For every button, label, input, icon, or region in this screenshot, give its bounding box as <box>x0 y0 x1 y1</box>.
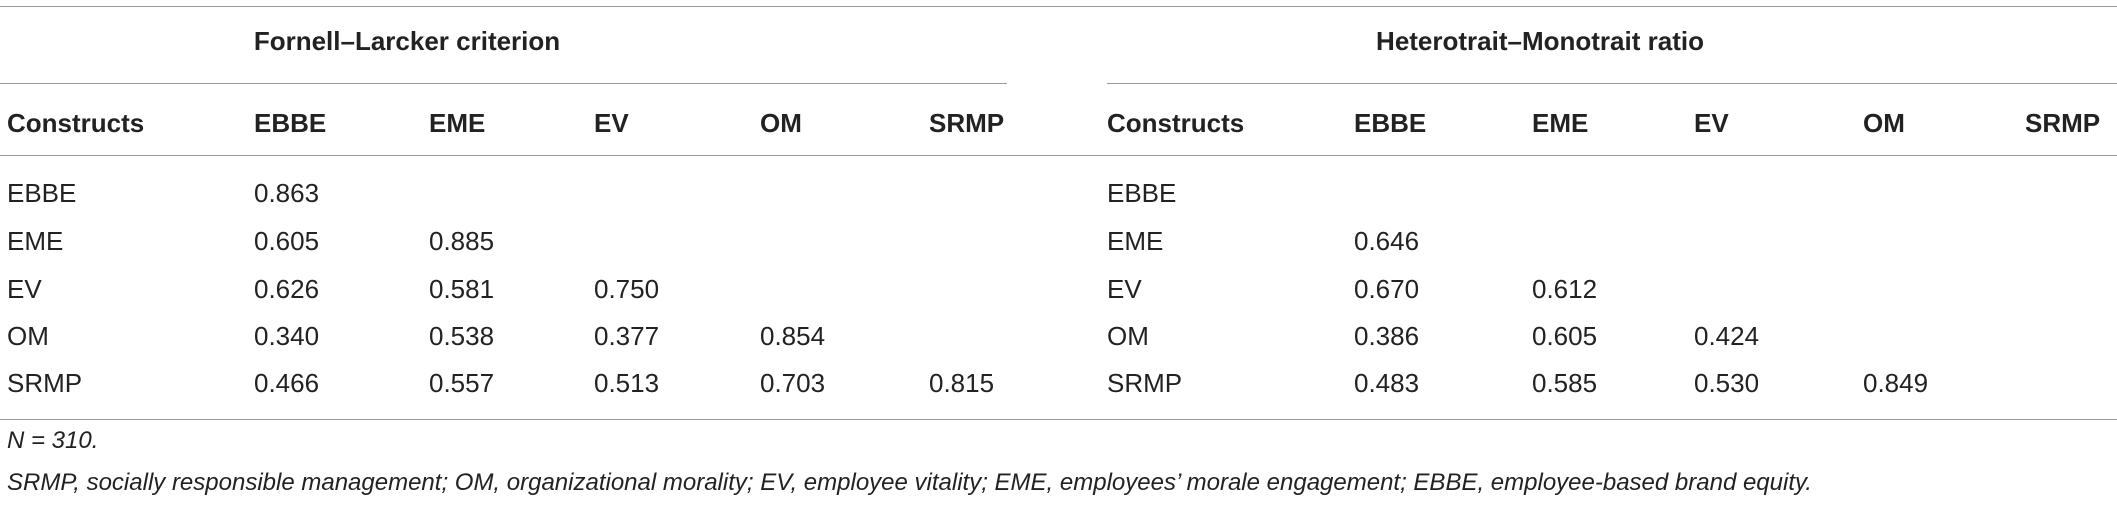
cell: 0.557 <box>429 368 495 398</box>
cell: 0.885 <box>429 226 495 256</box>
cell: 0.424 <box>1694 321 1760 351</box>
column-header: EBBE <box>254 108 327 138</box>
row-label: EBBE <box>1107 178 1177 208</box>
column-header: EBBE <box>1354 108 1427 138</box>
cell: 0.538 <box>429 321 495 351</box>
column-header: Constructs <box>1107 108 1245 138</box>
row-label: SRMP <box>1107 368 1183 398</box>
column-header: SRMP <box>2025 108 2101 138</box>
rule <box>0 6 2117 7</box>
group-title: Heterotrait–Monotrait ratio <box>1376 26 1704 56</box>
cell: 0.340 <box>254 321 320 351</box>
cell: 0.815 <box>929 368 995 398</box>
cell: 0.513 <box>594 368 660 398</box>
cell: 0.750 <box>594 274 660 304</box>
row-label: OM <box>1107 321 1149 351</box>
cell: 0.605 <box>254 226 320 256</box>
group-title: Fornell–Larcker criterion <box>253 26 561 56</box>
cell: 0.466 <box>254 368 320 398</box>
cell: 0.377 <box>594 321 660 351</box>
rule <box>0 419 2117 420</box>
cell: 0.703 <box>760 368 826 398</box>
rule <box>0 155 2117 156</box>
cell: 0.605 <box>1532 321 1598 351</box>
rule <box>1107 83 2117 84</box>
column-header: EME <box>1532 108 1589 138</box>
cell: 0.581 <box>429 274 495 304</box>
cell: 0.530 <box>1694 368 1760 398</box>
cell: 0.386 <box>1354 321 1420 351</box>
cell: 0.585 <box>1532 368 1598 398</box>
note: SRMP, socially responsible management; O… <box>7 469 1812 496</box>
cell: 0.670 <box>1354 274 1420 304</box>
column-header: SRMP <box>929 108 1005 138</box>
row-label: OM <box>7 321 49 351</box>
row-label: EV <box>1107 274 1142 304</box>
rule <box>0 83 1007 84</box>
cell: 0.849 <box>1863 368 1929 398</box>
row-label: EME <box>1107 226 1164 256</box>
row-label: SRMP <box>7 368 83 398</box>
column-header: OM <box>1863 108 1905 138</box>
column-header: EV <box>594 108 629 138</box>
cell: 0.483 <box>1354 368 1420 398</box>
column-header: OM <box>760 108 802 138</box>
cell: 0.863 <box>254 178 320 208</box>
note: N = 310. <box>7 427 99 454</box>
cell: 0.646 <box>1354 226 1420 256</box>
column-header: Constructs <box>7 108 145 138</box>
cell: 0.854 <box>760 321 826 351</box>
column-header: EME <box>429 108 486 138</box>
cell: 0.626 <box>254 274 320 304</box>
row-label: EV <box>7 274 42 304</box>
column-header: EV <box>1694 108 1729 138</box>
row-label: EME <box>7 226 64 256</box>
cell: 0.612 <box>1532 274 1598 304</box>
row-label: EBBE <box>7 178 77 208</box>
